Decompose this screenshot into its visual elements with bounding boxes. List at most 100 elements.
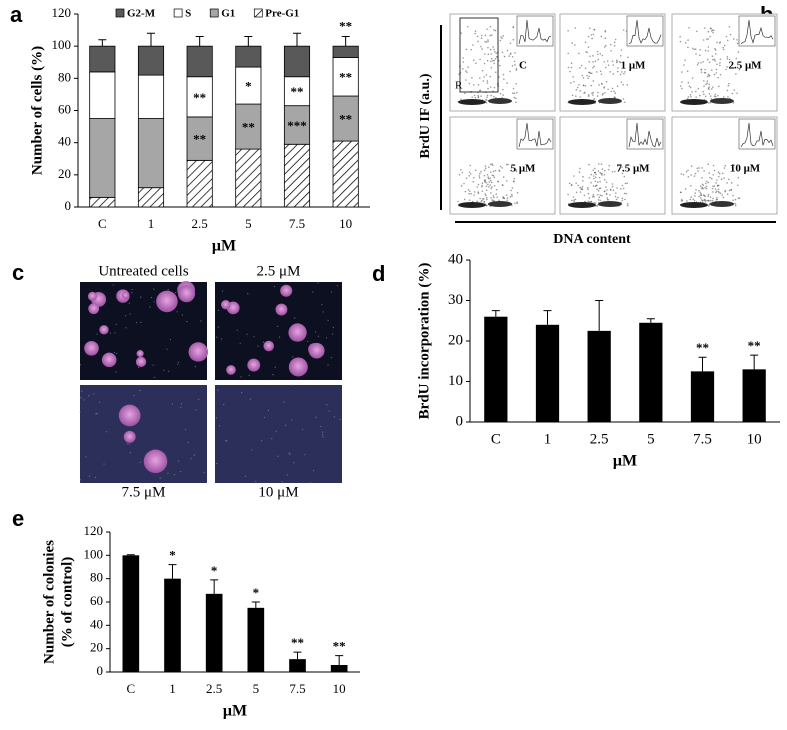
- scatter-dot: [467, 66, 469, 68]
- scatter-dot: [707, 195, 709, 197]
- speck: [85, 456, 87, 458]
- scatter-dot: [490, 197, 492, 199]
- scatter-dot: [604, 91, 606, 94]
- image-label: Untreated cells: [98, 263, 189, 279]
- scatter-dot: [604, 30, 606, 33]
- speck: [332, 326, 334, 328]
- scatter-dot: [611, 171, 614, 173]
- scatter-dot: [505, 180, 508, 182]
- scatter-dot: [496, 196, 498, 198]
- scatter-dot: [714, 95, 717, 98]
- significance: **: [339, 19, 352, 34]
- scatter-dot: [728, 58, 731, 61]
- scatter-dot: [493, 86, 496, 89]
- scatter-dot: [575, 191, 578, 194]
- y-tick-label: 0: [456, 413, 464, 429]
- scatter-dot: [578, 171, 581, 173]
- scatter-dot: [473, 176, 475, 179]
- scatter-dot: [587, 200, 590, 203]
- scatter-dot: [701, 176, 703, 179]
- scatter-dot: [579, 96, 581, 98]
- scatter-dot: [726, 193, 729, 196]
- x-tick-label: 5: [245, 216, 252, 231]
- scatter-dot: [715, 52, 717, 55]
- scatter-dot: [475, 62, 477, 64]
- scatter-dot: [716, 41, 718, 44]
- scatter-dot: [600, 35, 603, 38]
- scatter-dot: [727, 178, 730, 181]
- scatter-dot: [594, 167, 596, 170]
- x-tick-label: C: [126, 681, 135, 696]
- speck: [294, 317, 296, 319]
- speck: [94, 476, 96, 479]
- scatter-dot: [489, 25, 492, 28]
- scatter-dot: [717, 184, 720, 187]
- scatter-dot: [703, 93, 705, 96]
- scatter-dot: [684, 188, 687, 190]
- bar: [330, 665, 348, 672]
- scatter-dot: [732, 102, 735, 104]
- scatter-dot: [510, 166, 513, 169]
- scatter-dot: [624, 182, 627, 185]
- plot-label: 5 μM: [511, 163, 536, 175]
- scatter-dot: [468, 199, 471, 201]
- image-label: 7.5 μM: [122, 484, 166, 500]
- speck: [322, 431, 324, 433]
- scatter-dot: [597, 91, 599, 94]
- scatter-dot: [733, 38, 735, 40]
- speck: [312, 291, 314, 293]
- y-tick-label: 0: [97, 663, 104, 678]
- speck: [140, 321, 142, 323]
- scatter-dot: [583, 194, 586, 197]
- scatter-dot: [687, 46, 689, 49]
- scatter-dot: [490, 66, 493, 69]
- speck: [248, 374, 250, 377]
- histogram-inset: [516, 118, 554, 150]
- scatter-dot: [624, 166, 627, 168]
- scatter-dot: [622, 83, 624, 86]
- scatter-dot: [494, 57, 497, 60]
- scatter-dot: [600, 172, 602, 175]
- scatter-dot: [511, 187, 514, 189]
- speck: [139, 461, 141, 464]
- speck: [217, 326, 219, 328]
- scatter-dot: [717, 76, 719, 79]
- colony-image: [215, 385, 342, 483]
- error-bar: [341, 36, 350, 47]
- scatter-dot: [706, 180, 708, 183]
- speck: [176, 311, 178, 313]
- scatter-dot: [619, 73, 622, 76]
- significance: **: [291, 635, 304, 650]
- scatter-dot: [603, 61, 606, 63]
- scatter-dot: [590, 34, 593, 36]
- scatter-dot: [704, 68, 706, 71]
- scatter-dot: [706, 38, 708, 40]
- scatter-dot: [690, 196, 693, 198]
- error-bar: [244, 36, 253, 47]
- scatter-dot: [465, 177, 468, 179]
- scatter-dot: [484, 34, 487, 37]
- speck: [293, 462, 295, 464]
- scatter-dot: [587, 77, 589, 80]
- scatter-dot: [484, 180, 486, 183]
- scatter-dot: [716, 196, 718, 199]
- scatter-dot: [715, 191, 717, 194]
- scatter-dot: [506, 49, 509, 52]
- scatter-dot: [712, 31, 714, 34]
- scatter-dot: [473, 194, 475, 196]
- scatter-dot: [707, 163, 710, 166]
- scatter-dot: [495, 188, 498, 191]
- scatter-dot: [599, 180, 601, 183]
- scatter-dot: [722, 96, 725, 98]
- speck: [109, 332, 112, 334]
- scatter-dot: [501, 96, 504, 99]
- scatter-dot: [486, 59, 489, 62]
- scatter-dot: [499, 165, 502, 168]
- scatter-dot: [474, 96, 477, 99]
- population: [568, 202, 596, 208]
- scatter-dot: [612, 189, 615, 192]
- scatter-dot: [607, 168, 610, 171]
- scatter-dot: [723, 167, 726, 169]
- scatter-dot: [691, 91, 693, 93]
- error-bar: [147, 32, 155, 47]
